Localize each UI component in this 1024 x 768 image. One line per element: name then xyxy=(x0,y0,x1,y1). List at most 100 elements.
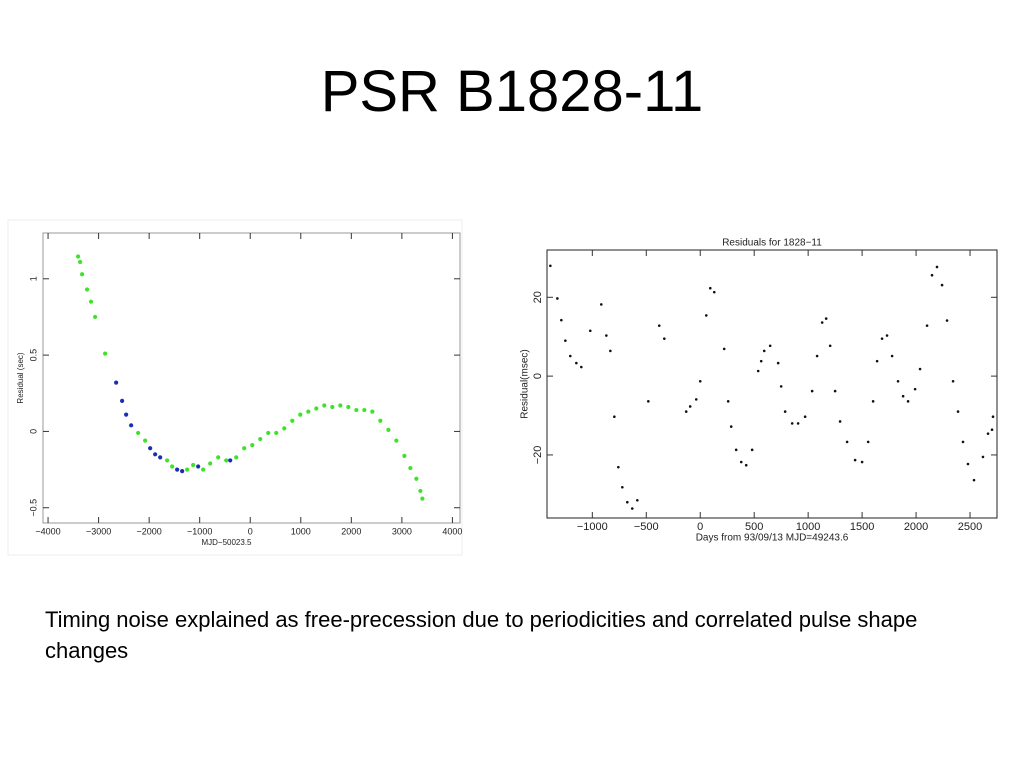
data-point xyxy=(636,498,639,502)
data-point xyxy=(88,299,94,304)
data-point xyxy=(282,426,287,431)
data-point xyxy=(722,347,726,351)
data-point xyxy=(180,469,185,474)
data-point xyxy=(79,272,85,277)
data-point xyxy=(322,403,327,408)
data-point xyxy=(803,415,807,419)
data-point xyxy=(860,460,864,464)
data-point xyxy=(647,400,650,403)
x-tick-label: 3000 xyxy=(392,526,412,536)
data-point xyxy=(114,380,119,385)
data-point xyxy=(414,476,419,481)
data-point xyxy=(820,321,824,324)
data-point xyxy=(575,361,578,365)
data-point xyxy=(790,422,794,425)
data-point xyxy=(880,337,884,340)
data-point xyxy=(153,452,158,457)
data-point xyxy=(274,430,279,436)
data-point xyxy=(266,430,271,436)
data-point xyxy=(966,462,970,466)
y-axis-label: Residual (sec) xyxy=(16,352,25,403)
y-tick-label: −20 xyxy=(532,446,544,465)
data-point xyxy=(913,387,917,391)
data-point xyxy=(165,458,170,463)
data-point xyxy=(408,465,413,471)
x-tick-label: −1000 xyxy=(187,526,212,536)
data-point xyxy=(242,446,247,451)
data-point xyxy=(120,398,125,403)
data-point xyxy=(657,324,661,327)
data-point xyxy=(170,464,175,469)
data-point xyxy=(961,440,965,444)
data-point xyxy=(78,259,83,265)
data-point xyxy=(986,432,990,435)
data-point xyxy=(191,462,196,468)
y-tick-label: −0.5 xyxy=(28,499,38,517)
data-point xyxy=(704,314,708,317)
data-point xyxy=(729,425,733,428)
plot-frame xyxy=(42,232,461,524)
data-point xyxy=(885,334,889,337)
y-tick-label: 0.5 xyxy=(28,349,38,362)
data-point xyxy=(981,455,985,459)
x-tick-label: −1000 xyxy=(577,521,608,533)
data-point xyxy=(290,418,295,423)
data-point xyxy=(148,446,153,451)
data-point xyxy=(630,507,634,510)
data-point xyxy=(386,427,391,432)
data-point xyxy=(378,418,383,423)
data-point xyxy=(945,319,949,322)
data-point xyxy=(663,337,666,340)
data-point xyxy=(564,339,567,342)
x-axis-label: MJD−50023.5 xyxy=(201,538,252,547)
data-point xyxy=(185,467,190,472)
data-point xyxy=(853,458,857,462)
y-tick-label: 0 xyxy=(532,373,544,379)
data-point xyxy=(599,303,603,306)
chart-background xyxy=(520,235,1000,545)
data-point xyxy=(605,334,608,337)
data-point xyxy=(768,344,772,348)
data-point xyxy=(158,455,163,460)
x-tick-label: −3000 xyxy=(86,526,111,536)
data-point xyxy=(93,314,98,320)
data-point xyxy=(940,283,944,287)
data-point xyxy=(250,443,255,448)
charts: −4000 −3000 −2000 −1000 0 1000 2000 3000 4000−0.… xyxy=(7,219,1000,556)
data-point xyxy=(726,400,730,403)
data-point xyxy=(930,273,934,277)
data-point xyxy=(625,500,629,504)
data-point xyxy=(698,379,702,383)
data-point xyxy=(314,406,319,411)
data-point xyxy=(833,389,837,393)
data-point xyxy=(906,400,910,403)
x-tick-label: −2000 xyxy=(137,526,162,536)
data-point xyxy=(871,400,875,403)
data-point xyxy=(556,297,559,300)
x-tick-label: 2000 xyxy=(904,521,928,533)
data-point xyxy=(420,496,425,501)
data-point xyxy=(136,430,141,436)
data-point xyxy=(896,379,900,383)
data-point xyxy=(890,354,894,358)
data-point xyxy=(84,287,90,292)
data-point xyxy=(708,286,712,290)
data-point xyxy=(694,398,698,401)
x-tick-label: 500 xyxy=(745,521,763,533)
x-tick-label: 2000 xyxy=(341,526,361,536)
data-point xyxy=(228,458,233,463)
data-point xyxy=(129,423,134,428)
data-point xyxy=(783,410,787,413)
data-point xyxy=(875,359,879,363)
data-point xyxy=(75,254,81,259)
data-point xyxy=(560,318,563,322)
x-tick-label: 1000 xyxy=(796,521,820,533)
data-point xyxy=(759,359,763,363)
data-point xyxy=(338,403,343,408)
data-point xyxy=(734,448,738,452)
data-point xyxy=(776,361,780,365)
data-point xyxy=(688,405,692,408)
data-point xyxy=(258,436,263,442)
data-point xyxy=(838,420,842,423)
data-point xyxy=(569,354,572,358)
